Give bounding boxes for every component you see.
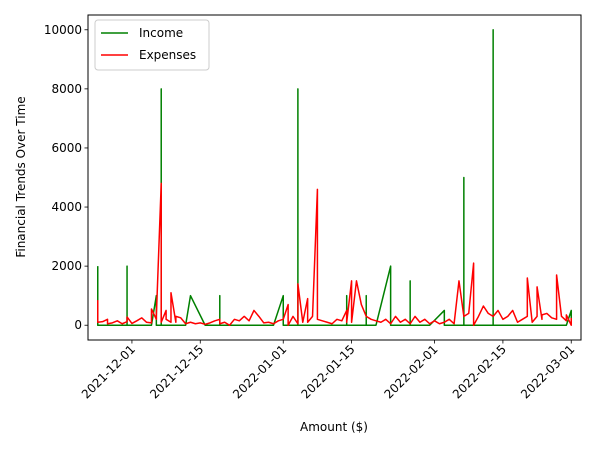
series-layer <box>97 29 572 326</box>
legend-label-expenses: Expenses <box>139 48 196 62</box>
y-axis-label: Financial Trends Over Time <box>14 96 28 257</box>
y-tick-label: 10000 <box>44 23 82 37</box>
series-line-income <box>97 29 572 326</box>
legend: Income Expenses <box>94 19 210 71</box>
legend-label-income: Income <box>139 26 183 40</box>
y-tick-label: 0 <box>74 318 82 332</box>
plot-frame <box>87 14 582 341</box>
y-tick-label: 4000 <box>51 200 82 214</box>
y-tick-label: 2000 <box>51 259 82 273</box>
y-tick-label: 6000 <box>51 141 82 155</box>
x-axis-label: Amount ($) <box>300 420 368 434</box>
series-line-expenses <box>97 182 572 326</box>
y-tick-label: 8000 <box>51 82 82 96</box>
